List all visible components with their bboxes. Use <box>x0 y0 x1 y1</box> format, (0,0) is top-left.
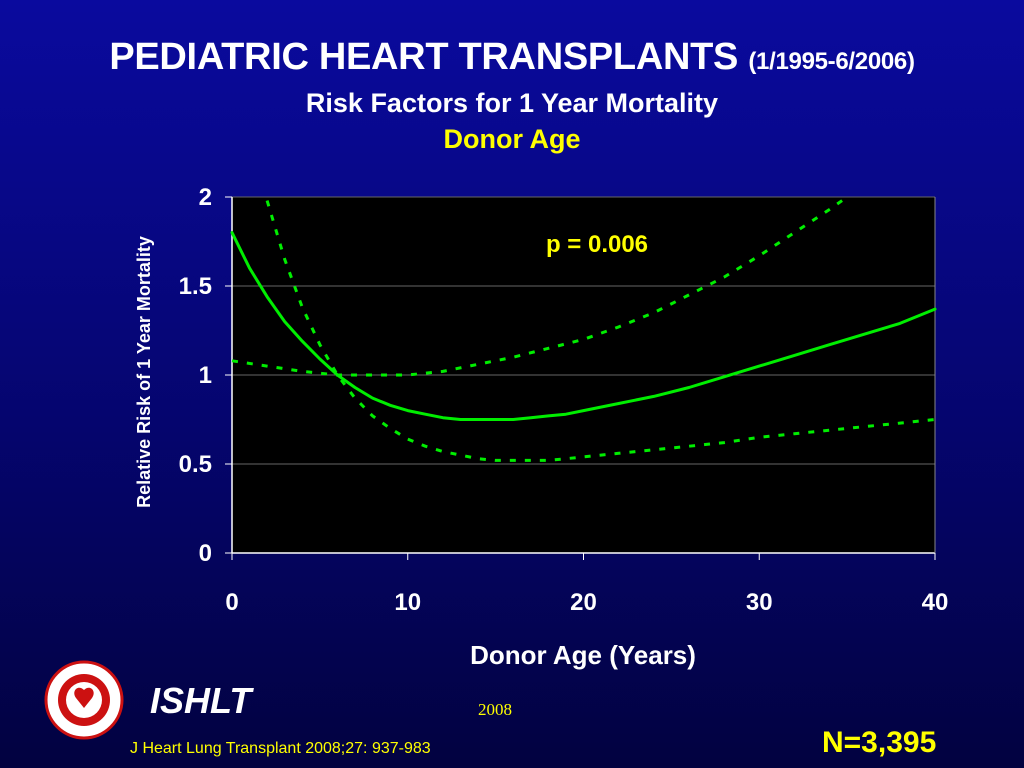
series-lines <box>230 195 937 462</box>
y-tick-label: 1.5 <box>179 273 212 300</box>
y-tick-label: 0 <box>199 540 212 567</box>
slide-title: PEDIATRIC HEART TRANSPLANTS (1/1995-6/20… <box>0 36 1024 79</box>
x-tick-label: 20 <box>570 589 597 616</box>
title-main: PEDIATRIC HEART TRANSPLANTS <box>109 36 739 78</box>
org-name: ISHLT <box>150 680 252 721</box>
relative-risk-line <box>230 231 937 421</box>
title-date-range: (1/1995-6/2006) <box>748 48 915 75</box>
slide-subtitle-donor-age: Donor Age <box>443 124 581 154</box>
y-axis-label: Relative Risk of 1 Year Mortality <box>134 236 154 508</box>
x-tick-label: 10 <box>394 589 421 616</box>
confidence-bound-line <box>231 195 848 377</box>
report-year: 2008 <box>478 700 512 719</box>
y-tick-label: 0.5 <box>179 451 212 478</box>
x-tick-label: 40 <box>922 589 949 616</box>
p-value-annotation: p = 0.006 <box>546 231 648 258</box>
gridlines <box>232 196 935 465</box>
slide-subtitle: Risk Factors for 1 Year Mortality <box>305 88 719 118</box>
x-tick-label: 0 <box>225 589 238 616</box>
confidence-bound-line <box>265 200 936 462</box>
y-tick-label: 2 <box>199 184 212 211</box>
sample-size: N=3,395 <box>822 726 937 759</box>
citation: J Heart Lung Transplant 2008;27: 937-983 <box>130 740 431 757</box>
y-tick-label: 1 <box>199 362 212 389</box>
tick-labels: 00.511.520 10 20 30 40 <box>179 184 949 616</box>
ishlt-logo-icon <box>44 660 124 740</box>
x-axis-label: Donor Age (Years) <box>470 640 696 670</box>
axes <box>225 196 936 560</box>
x-tick-label: 30 <box>746 589 773 616</box>
